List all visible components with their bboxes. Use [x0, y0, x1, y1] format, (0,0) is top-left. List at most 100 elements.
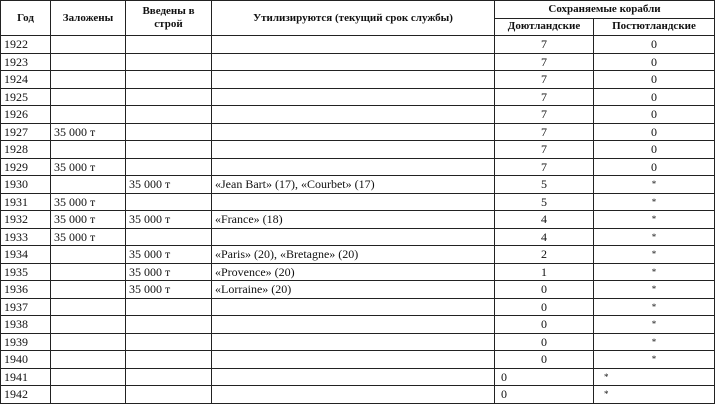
- cell-year: 1928: [0, 140, 51, 159]
- cell-scrapped: [211, 157, 495, 176]
- cell-laid-down: [50, 367, 126, 386]
- cell-post-jutland: 0: [593, 70, 715, 89]
- cell-post-jutland: *: [593, 315, 715, 334]
- cell-scrapped: [211, 367, 495, 386]
- cell-laid-down: 35 000 т: [50, 210, 126, 229]
- cell-year: 1923: [0, 52, 51, 71]
- cell-year: 1922: [0, 35, 51, 54]
- cell-scrapped: [211, 140, 495, 159]
- cell-year: 1941: [0, 367, 51, 386]
- cell-scrapped: [211, 350, 495, 369]
- cell-laid-down: 35 000 т: [50, 157, 126, 176]
- cell-post-jutland: 0: [593, 87, 715, 106]
- cell-year: 1931: [0, 192, 51, 211]
- cell-scrapped: [211, 227, 495, 246]
- cell-laid-down: [50, 297, 126, 316]
- table-row: 1928 7 0: [0, 140, 715, 159]
- header-laid-down: Заложены: [50, 0, 126, 36]
- table-row: 1933 35 000 т 4 *: [0, 227, 715, 246]
- cell-post-jutland: *: [593, 280, 715, 299]
- cell-commissioned: [125, 385, 212, 404]
- cell-commissioned: [125, 367, 212, 386]
- cell-laid-down: [50, 332, 126, 351]
- header-commissioned: Введены в строй: [125, 0, 212, 36]
- cell-pre-jutland: 1: [494, 262, 594, 281]
- table-row: 1942 0 *: [0, 385, 715, 404]
- cell-scrapped: [211, 105, 495, 124]
- cell-post-jutland: *: [593, 350, 715, 369]
- table-row: 1931 35 000 т 5 *: [0, 192, 715, 211]
- table-row: 1925 7 0: [0, 87, 715, 106]
- table-row: 1934 35 000 т «Paris» (20), «Bretagne» (20…: [0, 245, 715, 264]
- cell-scrapped: [211, 35, 495, 54]
- cell-pre-jutland: 0: [494, 385, 594, 404]
- cell-commissioned: [125, 297, 212, 316]
- cell-pre-jutland: 2: [494, 245, 594, 264]
- cell-laid-down: [50, 175, 126, 194]
- cell-year: 1942: [0, 385, 51, 404]
- cell-laid-down: [50, 35, 126, 54]
- cell-pre-jutland: 0: [494, 280, 594, 299]
- cell-commissioned: [125, 52, 212, 71]
- cell-commissioned: [125, 35, 212, 54]
- cell-commissioned: [125, 157, 212, 176]
- cell-pre-jutland: 7: [494, 140, 594, 159]
- cell-year: 1933: [0, 227, 51, 246]
- cell-scrapped: [211, 122, 495, 141]
- cell-year: 1940: [0, 350, 51, 369]
- cell-pre-jutland: 0: [494, 350, 594, 369]
- cell-laid-down: 35 000 т: [50, 122, 126, 141]
- table-row: 1923 7 0: [0, 52, 715, 71]
- cell-commissioned: [125, 140, 212, 159]
- cell-laid-down: [50, 280, 126, 299]
- table-row: 1937 0 *: [0, 297, 715, 316]
- cell-laid-down: [50, 262, 126, 281]
- cell-laid-down: [50, 315, 126, 334]
- cell-scrapped: «Lorraine» (20): [211, 280, 495, 299]
- cell-laid-down: [50, 87, 126, 106]
- cell-pre-jutland: 7: [494, 122, 594, 141]
- cell-laid-down: [50, 350, 126, 369]
- cell-laid-down: [50, 385, 126, 404]
- header-post-jutland: Постютландские: [593, 17, 715, 36]
- cell-pre-jutland: 0: [494, 297, 594, 316]
- cell-scrapped: [211, 385, 495, 404]
- cell-post-jutland: *: [593, 227, 715, 246]
- cell-post-jutland: *: [593, 192, 715, 211]
- cell-year: 1927: [0, 122, 51, 141]
- cell-scrapped: «Provence» (20): [211, 262, 495, 281]
- table-row: 1935 35 000 т «Provence» (20) 1 *: [0, 262, 715, 281]
- table-row: 1932 35 000 т 35 000 т «France» (18) 4 *: [0, 210, 715, 229]
- cell-post-jutland: *: [593, 245, 715, 264]
- cell-commissioned: [125, 192, 212, 211]
- cell-commissioned: 35 000 т: [125, 175, 212, 194]
- cell-year: 1932: [0, 210, 51, 229]
- table-row: 1941 0 *: [0, 367, 715, 386]
- table-row: 1938 0 *: [0, 315, 715, 334]
- cell-pre-jutland: 4: [494, 210, 594, 229]
- cell-pre-jutland: 7: [494, 70, 594, 89]
- header-year: Год: [0, 0, 51, 36]
- table-row: 1926 7 0: [0, 105, 715, 124]
- cell-scrapped: [211, 70, 495, 89]
- cell-post-jutland: 0: [593, 52, 715, 71]
- cell-year: 1934: [0, 245, 51, 264]
- cell-pre-jutland: 7: [494, 157, 594, 176]
- cell-post-jutland: *: [593, 297, 715, 316]
- cell-commissioned: 35 000 т: [125, 262, 212, 281]
- cell-laid-down: [50, 140, 126, 159]
- cell-pre-jutland: 0: [494, 315, 594, 334]
- cell-scrapped: [211, 332, 495, 351]
- cell-commissioned: [125, 227, 212, 246]
- cell-laid-down: [50, 52, 126, 71]
- cell-year: 1939: [0, 332, 51, 351]
- table-row: 1930 35 000 т «Jean Bart» (17), «Courbet» …: [0, 175, 715, 194]
- cell-scrapped: «France» (18): [211, 210, 495, 229]
- cell-laid-down: 35 000 т: [50, 192, 126, 211]
- table-row: 1924 7 0: [0, 70, 715, 89]
- cell-laid-down: [50, 105, 126, 124]
- cell-commissioned: 35 000 т: [125, 280, 212, 299]
